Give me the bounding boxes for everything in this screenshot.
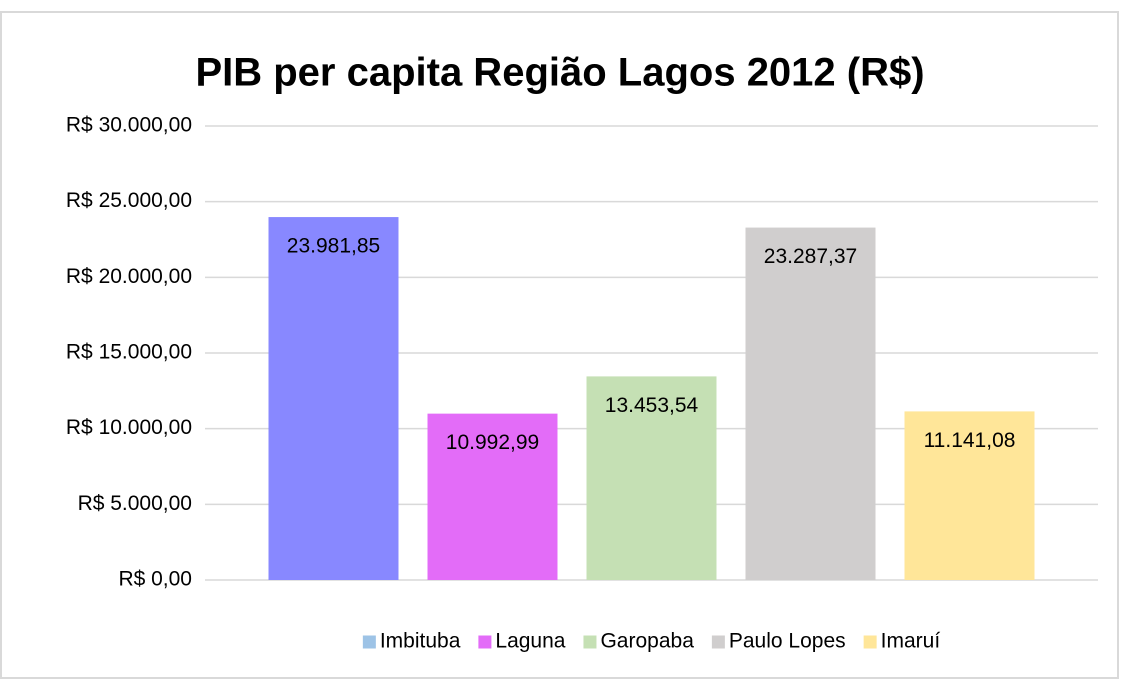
data-label: 11.141,08 [924,429,1016,452]
data-label: 23.287,37 [764,245,857,268]
legend-label: Garopaba [600,630,694,653]
y-tick-label: R$ 5.000,00 [78,492,192,515]
legend-label: Laguna [495,630,565,653]
y-tick-label: R$ 30.000,00 [66,114,192,137]
legend-swatch [362,635,376,649]
data-label: 23.981,85 [287,235,380,258]
bar [904,411,1035,580]
legend-swatch [478,635,492,649]
bar [745,227,876,580]
legend-swatch [863,635,877,649]
y-tick-label: R$ 20.000,00 [66,265,192,288]
bar [586,376,717,580]
legend-label: Paulo Lopes [729,630,846,653]
legend-swatch [711,635,725,649]
data-label: 10.992,99 [446,431,539,454]
y-tick-label: R$ 0,00 [118,568,192,591]
bar [427,413,558,580]
legend-label: Imbituba [380,630,461,653]
y-tick-label: R$ 15.000,00 [66,341,192,364]
y-tick-label: R$ 10.000,00 [66,416,192,439]
legend-label: Imaruí [881,630,941,653]
data-label: 13.453,54 [605,394,699,417]
y-tick-label: R$ 25.000,00 [66,189,192,212]
bar [268,217,399,580]
legend-swatch [583,635,597,649]
chart-title: PIB per capita Região Lagos 2012 (R$) [195,51,924,95]
